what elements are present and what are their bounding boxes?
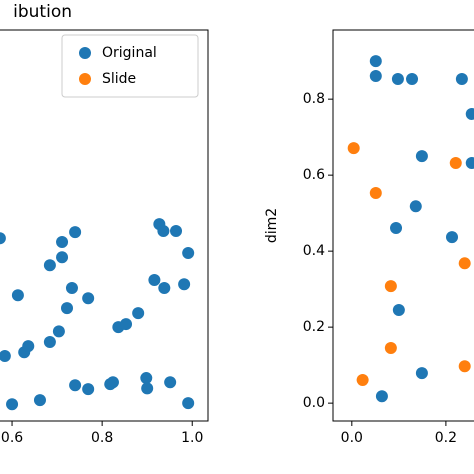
point <box>164 376 177 389</box>
y-tick-label: 0.8 <box>303 91 325 107</box>
point <box>0 232 6 245</box>
point <box>449 156 462 169</box>
point <box>390 221 403 234</box>
point <box>465 107 474 120</box>
point <box>82 383 95 396</box>
point <box>455 73 468 86</box>
point <box>170 225 183 238</box>
x-tick-label: 0.8 <box>91 430 113 446</box>
point <box>22 340 35 353</box>
point <box>69 226 82 239</box>
point <box>182 247 195 260</box>
point <box>178 278 191 291</box>
point <box>43 335 56 348</box>
point <box>391 73 404 86</box>
legend-label: Original <box>102 45 157 61</box>
point <box>415 367 428 380</box>
x-tick-label: 0.0 <box>341 430 363 446</box>
point <box>409 200 422 213</box>
y-tick-label: 0.4 <box>303 243 325 259</box>
point <box>415 150 428 163</box>
point <box>61 302 74 315</box>
y-tick-label: 0.0 <box>303 395 325 411</box>
point <box>369 55 382 68</box>
legend-marker <box>79 73 91 85</box>
y-axis-label: dim2 <box>264 208 280 243</box>
point <box>446 231 459 244</box>
point <box>132 307 145 320</box>
point <box>43 259 56 272</box>
point <box>158 282 171 295</box>
point <box>369 187 382 200</box>
point <box>384 280 397 293</box>
y-tick-label: 0.2 <box>303 319 325 335</box>
x-tick-label: 1.0 <box>181 430 203 446</box>
point <box>65 282 78 295</box>
point <box>458 360 471 373</box>
point <box>120 318 133 331</box>
point <box>140 372 153 385</box>
legend-box <box>61 34 199 98</box>
legend-label: Slide <box>102 71 136 87</box>
point <box>56 251 69 264</box>
point <box>406 73 419 86</box>
x-tick-label: 0.2 <box>435 430 457 446</box>
point <box>347 142 360 155</box>
point <box>0 350 11 363</box>
point <box>375 390 388 403</box>
plot-frame <box>0 29 209 422</box>
point <box>157 225 170 238</box>
point <box>82 292 95 305</box>
point <box>392 304 405 317</box>
point <box>52 325 65 338</box>
point <box>356 373 369 386</box>
legend-marker <box>79 47 91 59</box>
point <box>369 69 382 82</box>
point <box>11 289 24 302</box>
plot-frame <box>332 29 474 422</box>
x-tick-label: 0.6 <box>1 430 23 446</box>
point <box>106 376 119 389</box>
point <box>69 379 82 392</box>
point <box>458 257 471 270</box>
point <box>384 342 397 355</box>
point <box>148 274 161 287</box>
point <box>182 397 195 410</box>
point <box>56 236 69 249</box>
point <box>33 394 46 407</box>
y-tick-label: 0.6 <box>303 167 325 183</box>
point <box>6 398 19 411</box>
chart-title: ibution <box>13 2 72 22</box>
point <box>465 156 474 169</box>
point <box>141 382 154 395</box>
